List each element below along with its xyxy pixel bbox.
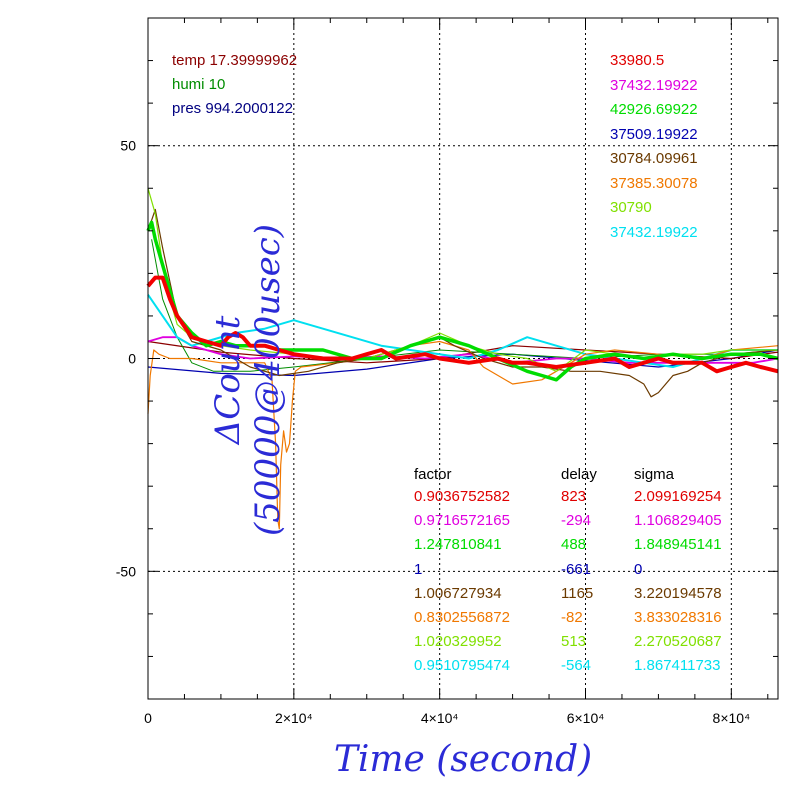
axes: 0 2×10⁴ 4×10⁴ 6×10⁴ 8×10⁴ 50 0 -50 [116, 17, 779, 726]
delay-value: 1165 [561, 584, 594, 602]
mean-value: 33980.5 [610, 52, 665, 69]
delay-value: 513 [561, 633, 587, 651]
delay-value: -82 [561, 609, 583, 626]
series-group [146, 188, 779, 530]
factor-value: 1.020329952 [414, 633, 502, 651]
factor-value: 0.8302556872 [414, 609, 510, 626]
sigma-value: 1.106829405 [634, 512, 722, 530]
sigma-value: 0 [634, 560, 643, 578]
factor-value: 1 [414, 560, 423, 578]
y-tick-label: 0 [128, 351, 136, 367]
y-tick-label: 50 [120, 138, 136, 154]
factor-value: 0.9036752582 [414, 488, 510, 505]
env-label: humi 10 [172, 76, 226, 93]
x-tick-label: 2×10⁴ [275, 710, 313, 726]
factor-value: 0.9510795474 [414, 657, 510, 675]
factor-value: 1.247810841 [414, 536, 502, 554]
mean-value: 37509.19922 [610, 125, 698, 143]
series-line-3 [151, 239, 779, 372]
delay-value: 488 [561, 536, 587, 554]
table-header: delay [561, 466, 597, 483]
env-label: temp 17.39999962 [172, 52, 298, 69]
sigma-value: 2.270520687 [634, 633, 722, 651]
mean-value: 37385.30078 [610, 174, 698, 192]
sigma-value: 3.833028316 [634, 609, 722, 626]
sigma-value: 1.848945141 [634, 536, 722, 554]
delay-value: -564 [561, 657, 592, 675]
delay-value: -294 [561, 512, 592, 530]
factor-value: 1.006727934 [414, 584, 502, 602]
table-header: factor [414, 466, 452, 483]
x-tick-label: 8×10⁴ [713, 710, 751, 726]
mean-value: 37432.19922 [610, 223, 698, 241]
delay-value: -661 [561, 560, 592, 578]
x-tick-label: 6×10⁴ [567, 710, 605, 726]
mean-value: 30784.09961 [610, 150, 698, 167]
series-line-10 [146, 275, 779, 374]
delay-value: 823 [561, 488, 587, 505]
mean-value: 37432.19922 [610, 76, 698, 94]
y-axis-label: ΔCount (50000@400usec) [208, 223, 288, 537]
x-tick-label: 0 [144, 710, 152, 726]
env-label: pres 994.2000122 [172, 100, 293, 117]
y-tick-label: -50 [116, 563, 136, 579]
x-axis-label: Time (second) [333, 739, 593, 780]
sigma-value: 2.099169254 [634, 488, 722, 505]
x-tick-label: 4×10⁴ [421, 710, 459, 726]
sigma-value: 3.220194578 [634, 584, 722, 602]
mean-value: 30790 [610, 199, 652, 216]
table-header: sigma [634, 466, 675, 483]
sigma-value: 1.867411733 [634, 657, 721, 675]
mean-value: 42926.69922 [610, 101, 698, 118]
factor-value: 0.9716572165 [414, 512, 510, 530]
